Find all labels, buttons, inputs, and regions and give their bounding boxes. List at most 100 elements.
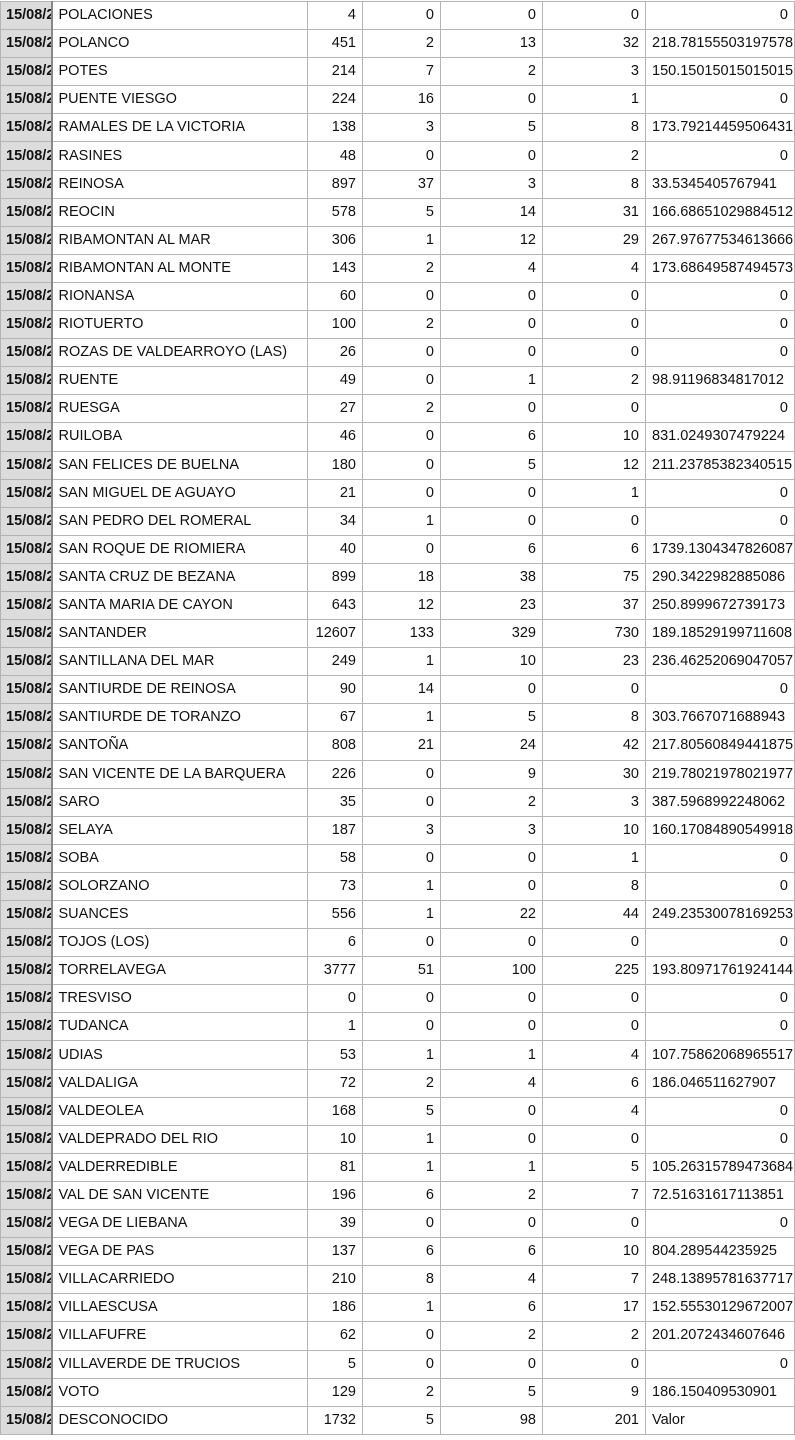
rate-cell[interactable]: 150.15015015015015 <box>645 57 795 87</box>
value-cell-3[interactable]: 98 <box>440 1405 543 1435</box>
rate-cell[interactable]: 98.91196834817012 <box>645 366 795 396</box>
value-cell-3[interactable]: 6 <box>440 1293 543 1323</box>
rate-cell[interactable]: 160.17084890549918 <box>645 815 795 845</box>
value-cell-4[interactable]: 8 <box>542 703 646 733</box>
date-cell[interactable]: 15/08/2 <box>0 197 53 227</box>
value-cell-2[interactable]: 18 <box>362 562 441 592</box>
value-cell-2[interactable]: 7 <box>362 57 441 87</box>
value-cell-1[interactable]: 129 <box>307 1377 363 1407</box>
value-cell-4[interactable]: 0 <box>542 984 646 1014</box>
value-cell-3[interactable]: 0 <box>440 1012 543 1042</box>
rate-cell[interactable]: 105.26315789473684 <box>645 1152 795 1182</box>
value-cell-2[interactable]: 0 <box>362 338 441 368</box>
value-cell-3[interactable]: 6 <box>440 534 543 564</box>
date-cell[interactable]: 15/08/2 <box>0 57 53 87</box>
value-cell-1[interactable]: 556 <box>307 899 363 930</box>
value-cell-1[interactable]: 196 <box>307 1180 363 1211</box>
value-cell-2[interactable]: 1 <box>362 703 441 733</box>
date-cell[interactable]: 15/08/2 <box>0 928 53 958</box>
date-cell[interactable]: 15/08/2 <box>0 85 53 115</box>
rate-cell[interactable]: 0 <box>645 394 795 424</box>
value-cell-4[interactable]: 30 <box>542 759 646 789</box>
value-cell-3[interactable]: 4 <box>440 253 543 283</box>
value-cell-4[interactable]: 23 <box>542 647 646 677</box>
value-cell-3[interactable]: 12 <box>440 225 543 255</box>
date-cell[interactable]: 15/08/2 <box>0 366 53 396</box>
rate-cell[interactable]: 0 <box>645 928 795 958</box>
date-cell[interactable]: 15/08/2 <box>0 1405 53 1435</box>
rate-cell[interactable]: 0 <box>645 310 795 340</box>
value-cell-4[interactable]: 0 <box>542 506 646 536</box>
rate-cell[interactable]: 250.8999672739173 <box>645 590 795 621</box>
value-cell-2[interactable]: 0 <box>362 0 441 31</box>
value-cell-2[interactable]: 5 <box>362 1405 441 1435</box>
value-cell-3[interactable]: 5 <box>440 450 543 480</box>
date-cell[interactable]: 15/08/2 <box>0 1321 53 1351</box>
value-cell-3[interactable]: 0 <box>440 506 543 536</box>
value-cell-1[interactable]: 100 <box>307 310 363 340</box>
value-cell-4[interactable]: 3 <box>542 57 646 87</box>
municipality-cell[interactable]: VALDERREDIBLE <box>51 1152 308 1182</box>
rate-cell[interactable]: 0 <box>645 1096 795 1126</box>
municipality-cell[interactable]: SANTA MARIA DE CAYON <box>51 590 308 621</box>
value-cell-4[interactable]: 7 <box>542 1180 646 1211</box>
value-cell-4[interactable]: 10 <box>542 422 646 452</box>
date-cell[interactable]: 15/08/2 <box>0 141 53 171</box>
municipality-cell[interactable]: VALDEPRADO DEL RIO <box>51 1124 308 1154</box>
value-cell-3[interactable]: 0 <box>440 1096 543 1126</box>
date-cell[interactable]: 15/08/2 <box>0 703 53 733</box>
value-cell-4[interactable]: 0 <box>542 281 646 312</box>
rate-cell[interactable]: 166.68651029884512 <box>645 197 795 227</box>
municipality-cell[interactable]: SUANCES <box>51 899 308 930</box>
value-cell-3[interactable]: 0 <box>440 394 543 424</box>
date-cell[interactable]: 15/08/2 <box>0 759 53 789</box>
municipality-cell[interactable]: VOTO <box>51 1377 308 1407</box>
value-cell-1[interactable]: 12607 <box>307 619 363 649</box>
date-cell[interactable]: 15/08/2 <box>0 0 53 31</box>
date-cell[interactable]: 15/08/2 <box>0 871 53 902</box>
date-cell[interactable]: 15/08/2 <box>0 1237 53 1267</box>
value-cell-4[interactable]: 44 <box>542 899 646 930</box>
value-cell-2[interactable]: 0 <box>362 759 441 789</box>
value-cell-4[interactable]: 4 <box>542 1096 646 1126</box>
date-cell[interactable]: 15/08/2 <box>0 1012 53 1042</box>
value-cell-3[interactable]: 0 <box>440 338 543 368</box>
value-cell-2[interactable]: 37 <box>362 169 441 199</box>
value-cell-2[interactable]: 0 <box>362 534 441 564</box>
value-cell-2[interactable]: 2 <box>362 310 441 340</box>
municipality-cell[interactable]: RAMALES DE LA VICTORIA <box>51 113 308 143</box>
value-cell-2[interactable]: 21 <box>362 731 441 761</box>
date-cell[interactable]: 15/08/2 <box>0 956 53 986</box>
value-cell-1[interactable]: 143 <box>307 253 363 283</box>
rate-cell[interactable]: 0 <box>645 506 795 536</box>
municipality-cell[interactable]: RUENTE <box>51 366 308 396</box>
rate-cell[interactable]: 0 <box>645 0 795 31</box>
value-cell-2[interactable]: 0 <box>362 1209 441 1239</box>
value-cell-2[interactable]: 0 <box>362 422 441 452</box>
municipality-cell[interactable]: SAN ROQUE DE RIOMIERA <box>51 534 308 564</box>
value-cell-3[interactable]: 0 <box>440 141 543 171</box>
municipality-cell[interactable]: ROZAS DE VALDEARROYO (LAS) <box>51 338 308 368</box>
value-cell-3[interactable]: 2 <box>440 787 543 817</box>
value-cell-4[interactable]: 225 <box>542 956 646 986</box>
value-cell-1[interactable]: 73 <box>307 871 363 902</box>
date-cell[interactable]: 15/08/2 <box>0 843 53 873</box>
value-cell-2[interactable]: 133 <box>362 619 441 649</box>
value-cell-1[interactable]: 168 <box>307 1096 363 1126</box>
value-cell-4[interactable]: 10 <box>542 815 646 845</box>
rate-cell[interactable]: 267.97677534613666 <box>645 225 795 255</box>
municipality-cell[interactable]: SANTIURDE DE REINOSA <box>51 675 308 705</box>
value-cell-2[interactable]: 2 <box>362 1377 441 1407</box>
value-cell-1[interactable]: 180 <box>307 450 363 480</box>
value-cell-4[interactable]: 8 <box>542 871 646 902</box>
value-cell-4[interactable]: 1 <box>542 85 646 115</box>
value-cell-2[interactable]: 6 <box>362 1180 441 1211</box>
value-cell-1[interactable]: 451 <box>307 29 363 59</box>
municipality-cell[interactable]: SANTIURDE DE TORANZO <box>51 703 308 733</box>
date-cell[interactable]: 15/08/2 <box>0 619 53 649</box>
rate-cell[interactable]: 0 <box>645 478 795 508</box>
municipality-cell[interactable]: POLACIONES <box>51 0 308 31</box>
rate-cell[interactable]: 0 <box>645 871 795 902</box>
municipality-cell[interactable]: RUESGA <box>51 394 308 424</box>
rate-cell[interactable]: 173.79214459506431 <box>645 113 795 143</box>
